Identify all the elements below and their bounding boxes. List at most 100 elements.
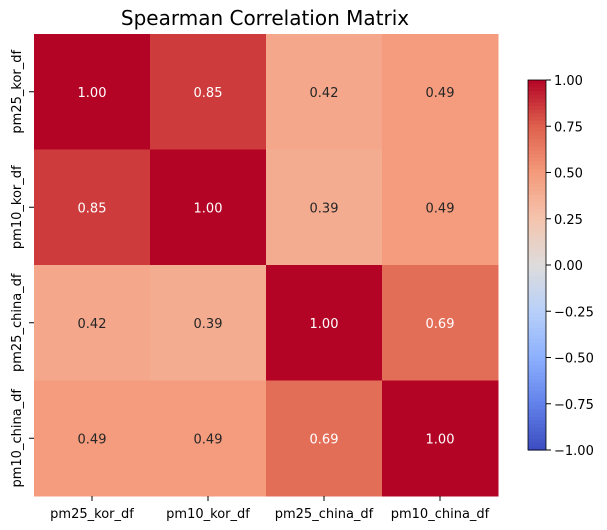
colorbar-segment (528, 172, 546, 177)
colorbar-segment (528, 390, 546, 396)
colorbar-segment (528, 83, 546, 88)
cell-value-label: 0.49 (78, 432, 107, 447)
colorbar-segment (528, 394, 546, 399)
colorbar-segment (528, 91, 546, 96)
colorbar-segment (528, 131, 546, 137)
colorbar-segment (528, 379, 546, 384)
colorbar-segment (528, 209, 546, 214)
heatmap-cell (34, 34, 151, 150)
cell-value-label: 0.85 (78, 201, 107, 216)
colorbar-segment (528, 205, 546, 211)
heatmap-cell (266, 149, 383, 266)
cell-value-label: 0.49 (426, 86, 455, 101)
colorbar-segment (528, 283, 546, 288)
colorbar-tick-label: 0.00 (554, 259, 583, 274)
cell-value-label: 0.69 (310, 432, 339, 447)
cell-value-label: 0.42 (78, 317, 107, 332)
y-tick-label: pm10_kor_df (10, 165, 25, 249)
cell-value-label: 0.49 (194, 432, 223, 447)
colorbar-tick-label: −1.00 (554, 444, 594, 459)
colorbar-segment (528, 198, 546, 203)
colorbar-segment (528, 213, 546, 218)
cell-value-label: 1.00 (194, 201, 223, 216)
colorbar-segment (528, 413, 546, 418)
x-tick-label: pm10_kor_df (166, 507, 250, 522)
colorbar-segment (528, 335, 546, 340)
colorbar-tick-label: 1.00 (554, 74, 583, 89)
heatmap-cells (34, 34, 499, 497)
y-axis-ticks: pm25_kor_df pm10_kor_df pm25_china_df pm10_… (10, 50, 34, 488)
colorbar-segment (528, 139, 546, 144)
colorbar-segment (528, 431, 546, 436)
colorbar-segment (528, 268, 546, 273)
colorbar-segment (528, 405, 546, 410)
x-axis-ticks: pm25_kor_df pm10_kor_df pm25_china_df pm10_… (50, 496, 490, 522)
colorbar-segment (528, 109, 546, 114)
colorbar-segment (528, 253, 546, 259)
colorbar-segment (528, 102, 546, 107)
colorbar-segment (528, 302, 546, 307)
colorbar-segment (528, 327, 546, 333)
heatmap-cell (150, 380, 267, 497)
cell-value-label: 0.85 (194, 86, 223, 101)
colorbar-segment (528, 305, 546, 310)
cell-value-label: 1.00 (310, 317, 339, 332)
colorbar-tick-label: −0.75 (554, 398, 594, 413)
colorbar-segment (528, 242, 546, 248)
cell-value-label: 1.00 (78, 86, 107, 101)
colorbar-segment (528, 165, 546, 170)
y-tick-label: pm25_china_df (10, 273, 25, 372)
colorbar-segment (528, 261, 546, 266)
colorbar-segment (528, 339, 546, 344)
heatmap-cell (34, 265, 151, 381)
colorbar-segment (528, 246, 546, 251)
colorbar-segment (528, 128, 546, 133)
colorbar-segment (528, 316, 546, 322)
y-tick-label: pm10_china_df (10, 389, 25, 488)
colorbar-segment (528, 176, 546, 181)
colorbar-segment (528, 113, 546, 118)
colorbar-segment (528, 364, 546, 370)
colorbar-tick-label: −0.50 (554, 352, 594, 367)
colorbar-segment (528, 424, 546, 429)
colorbar-segment (528, 239, 546, 244)
y-tick-label: pm25_kor_df (10, 50, 25, 134)
colorbar-segment (528, 398, 546, 403)
colorbar-segment (528, 401, 546, 407)
colorbar-segment (528, 357, 546, 362)
colorbar-segment (528, 146, 546, 151)
colorbar-segment (528, 290, 546, 296)
colorbar-segment (528, 202, 546, 207)
colorbar-segment (528, 265, 546, 270)
colorbar-segment (528, 183, 546, 188)
colorbar-segment (528, 194, 546, 199)
colorbar-segment (528, 368, 546, 373)
colorbar-segment (528, 309, 546, 314)
colorbar-segment (528, 142, 546, 148)
colorbar-segment (528, 224, 546, 229)
cell-value-label: 0.39 (310, 201, 339, 216)
colorbar-segment (528, 376, 546, 381)
colorbar-tick-label: 0.75 (554, 120, 583, 135)
x-tick-label: pm25_kor_df (50, 507, 134, 522)
colorbar-segment (528, 135, 546, 140)
colorbar-segment (528, 257, 546, 262)
colorbar-segment (528, 372, 546, 377)
colorbar-segment (528, 179, 546, 185)
colorbar-segment (528, 87, 546, 92)
colorbar-segment (528, 94, 546, 100)
colorbar-segment (528, 157, 546, 162)
colorbar-segment (528, 231, 546, 236)
colorbar-segment (528, 120, 546, 125)
colorbar-segment (528, 220, 546, 225)
colorbar-segment (528, 191, 546, 196)
colorbar-segment (528, 98, 546, 103)
cell-value-label: 0.49 (426, 201, 455, 216)
heatmap-cell (266, 380, 383, 497)
heatmap-cell (382, 380, 499, 497)
colorbar-segment (528, 353, 546, 359)
colorbar-segment (528, 235, 546, 240)
colorbar-segment (528, 154, 546, 159)
colorbar-segment (528, 279, 546, 285)
